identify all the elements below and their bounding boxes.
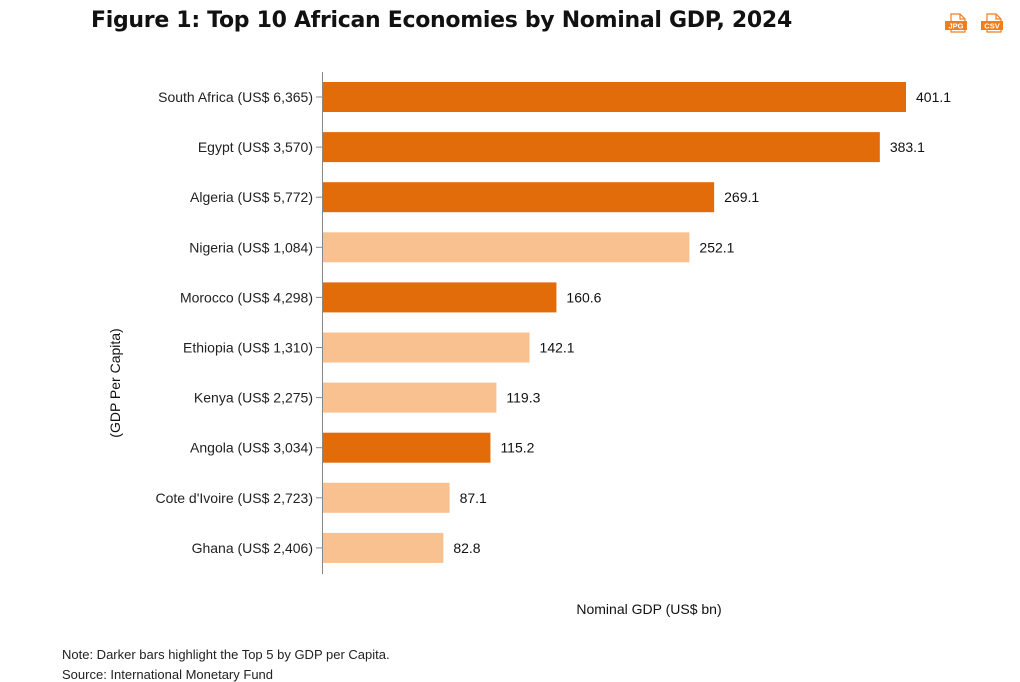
data-label: 87.1 (460, 490, 487, 506)
bar (323, 532, 444, 563)
y-tick-label: Egypt (US$ 3,570) (198, 139, 313, 155)
data-label: 160.6 (566, 289, 601, 305)
bar (323, 332, 530, 363)
data-label: 82.8 (453, 540, 480, 556)
y-tick-label: Ethiopia (US$ 1,310) (183, 340, 313, 356)
y-tick-label: Angola (US$ 3,034) (190, 440, 313, 456)
csv-file-icon[interactable]: CSV (980, 13, 1006, 33)
bar (323, 482, 450, 513)
data-label: 142.1 (540, 340, 575, 356)
y-tick-label: Nigeria (US$ 1,084) (189, 239, 313, 255)
y-tick-label: South Africa (US$ 6,365) (158, 89, 313, 105)
chart-source: Source: International Monetary Fund (62, 667, 274, 682)
chart-title: Figure 1: Top 10 African Economies by No… (91, 8, 792, 33)
y-tick-label: Morocco (US$ 4,298) (180, 289, 313, 305)
data-label: 269.1 (724, 189, 759, 205)
csv-label: CSV (984, 22, 999, 31)
bar (323, 282, 557, 313)
data-label: 401.1 (916, 89, 951, 105)
y-tick-label: Kenya (US$ 2,275) (194, 390, 313, 406)
chart-note: Note: Darker bars highlight the Top 5 by… (62, 647, 390, 662)
y-axis-label: (GDP Per Capita) (107, 328, 123, 437)
data-label: 119.3 (506, 390, 540, 406)
bar (323, 82, 906, 112)
bar (323, 432, 491, 463)
data-label: 115.2 (500, 440, 534, 456)
bar (323, 382, 497, 413)
bar (323, 232, 690, 263)
jpg-file-icon[interactable]: JPG (944, 13, 970, 33)
y-tick-label: Algeria (US$ 5,772) (190, 189, 313, 205)
data-label: 252.1 (699, 239, 734, 255)
y-tick-label: Cote d'Ivoire (US$ 2,723) (155, 490, 313, 506)
bar (323, 132, 880, 163)
x-axis-label: Nominal GDP (US$ bn) (576, 601, 721, 617)
data-label: 383.1 (890, 139, 925, 155)
y-tick-label: Ghana (US$ 2,406) (192, 540, 313, 556)
jpg-label: JPG (948, 22, 963, 31)
bar (323, 182, 715, 213)
